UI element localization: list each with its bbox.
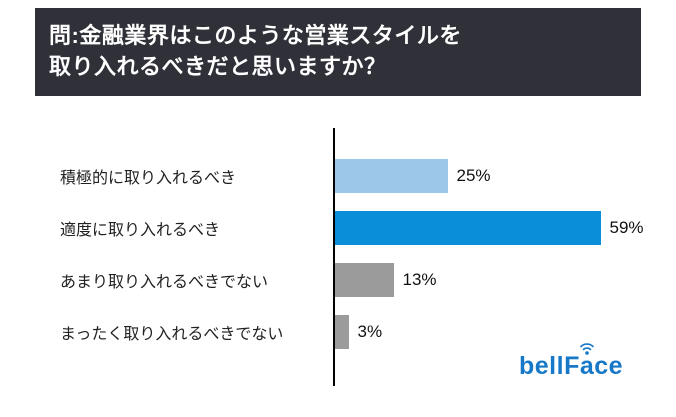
bar-chart: 積極的に取り入れるべき 25% 適度に取り入れるべき 59% あまり取り入れるべきでない… xyxy=(35,128,665,390)
bar-area: 13% xyxy=(335,263,665,297)
chart-rows: 積極的に取り入れるべき 25% 適度に取り入れるべき 59% あまり取り入れるべきでない… xyxy=(35,150,665,358)
category-label: まったく取り入れるべきでない xyxy=(60,326,284,343)
chart-row: あまり取り入れるべきでない 13% xyxy=(35,254,665,306)
category-label: 積極的に取り入れるべき xyxy=(60,170,237,187)
bellface-logo-text: bellFace xyxy=(519,352,624,380)
bellface-logo: bellFace xyxy=(519,343,624,381)
bar-area: 3% xyxy=(335,315,665,349)
category-label: あまり取り入れるべきでない xyxy=(60,274,269,291)
value-label: 25% xyxy=(456,166,491,185)
bar-area: 59% xyxy=(335,211,665,245)
question-title-line2: 取り入れるべきだと思いますか？ xyxy=(49,54,387,79)
question-title-line1: 問:金融業界はこのような営業スタイルを xyxy=(49,23,462,48)
category-label: 適度に取り入れるべき xyxy=(60,222,221,239)
chart-row: 適度に取り入れるべき 59% xyxy=(35,202,665,254)
bar xyxy=(335,315,349,349)
value-label: 3% xyxy=(357,322,383,341)
chart-row: まったく取り入れるべきでない 3% xyxy=(35,306,665,358)
question-header: 問:金融業界はこのような営業スタイルを 取り入れるべきだと思いますか？ xyxy=(35,8,641,96)
bar-area: 25% xyxy=(335,159,665,193)
chart-row: 積極的に取り入れるべき 25% xyxy=(35,150,665,202)
value-label: 59% xyxy=(609,218,644,237)
bar xyxy=(335,211,601,245)
bell-signal-icon xyxy=(580,343,594,355)
bar xyxy=(335,263,394,297)
bar xyxy=(335,159,448,193)
y-axis-line xyxy=(333,128,335,386)
value-label: 13% xyxy=(402,270,437,289)
